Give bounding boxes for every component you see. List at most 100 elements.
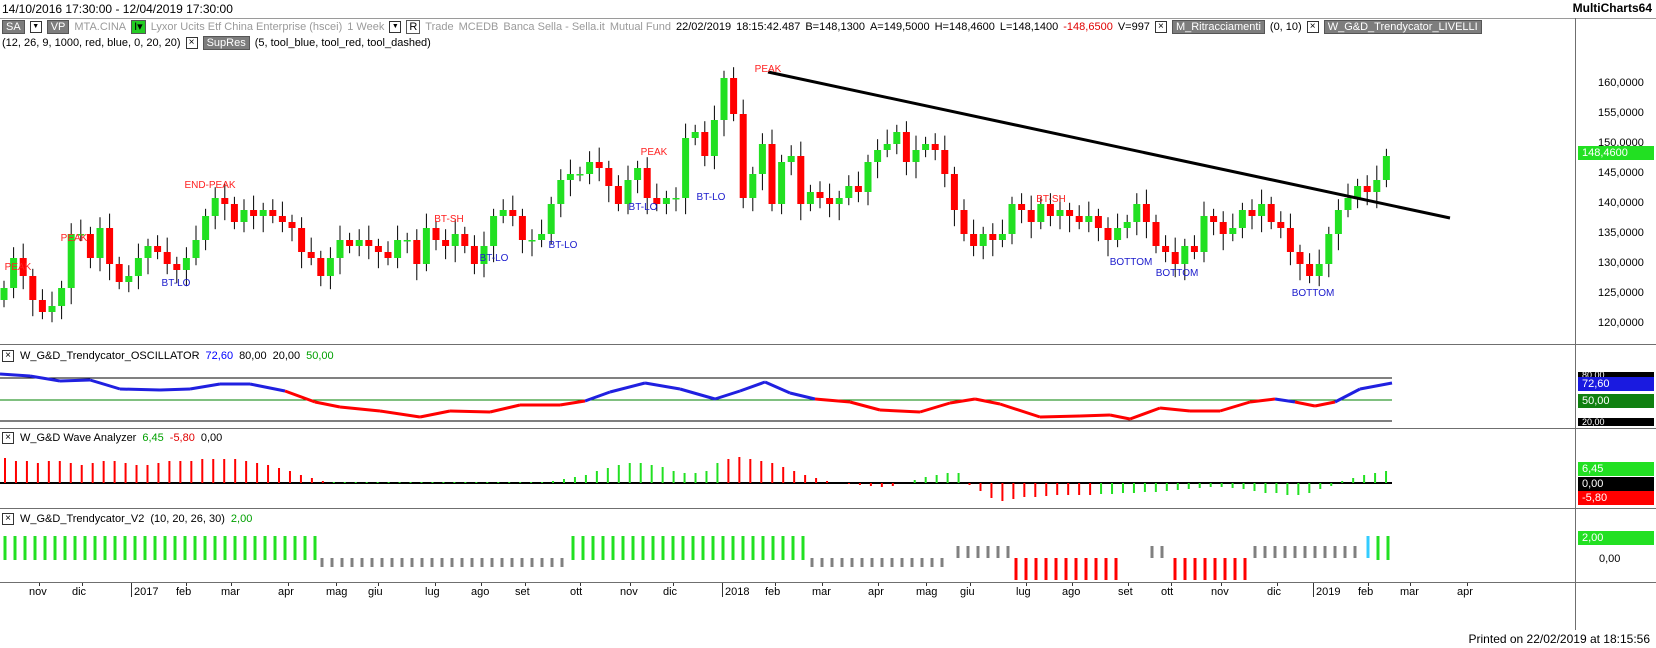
time-axis-label: dic xyxy=(663,586,678,598)
oscillator-segment xyxy=(379,409,421,419)
time-axis[interactable]: nov dic 2017 feb mar apr mag giu lug ago set ott nov… xyxy=(0,583,1575,599)
time-axis-label: giu xyxy=(368,586,383,598)
candle xyxy=(163,237,171,275)
high-value: H=148,4600 xyxy=(934,21,995,33)
wave-chart[interactable] xyxy=(0,429,1575,508)
candle xyxy=(1133,193,1141,236)
time-axis-label: set xyxy=(515,586,530,598)
sa-button[interactable]: SA xyxy=(2,20,25,34)
indicator-ritracciamenti[interactable]: M_Ritracciamenti xyxy=(1171,20,1265,34)
candle xyxy=(1334,199,1342,251)
candle xyxy=(662,190,670,215)
candle xyxy=(883,129,891,158)
indicator-livelli[interactable]: W_G&D_Trendycator_LIVELLI xyxy=(1323,20,1482,34)
candle xyxy=(605,160,613,203)
candle xyxy=(950,166,958,227)
time-axis-tick xyxy=(878,583,879,586)
candle xyxy=(365,225,373,260)
close-icon[interactable]: × xyxy=(2,513,14,525)
candle xyxy=(211,187,219,230)
annotation-label: PEAK xyxy=(5,262,32,273)
chevron-down-icon[interactable]: ▼ xyxy=(29,21,42,33)
candle xyxy=(182,247,190,287)
candle xyxy=(547,196,555,245)
candle xyxy=(1018,193,1026,224)
candle xyxy=(634,160,642,194)
close-icon[interactable]: × xyxy=(1306,21,1319,33)
close-icon[interactable]: × xyxy=(2,432,14,444)
osc-axis-top: 80,00 xyxy=(1578,372,1654,378)
time-axis-label: ago xyxy=(471,586,490,598)
trendycator-chart[interactable] xyxy=(0,509,1575,582)
pane-separator[interactable] xyxy=(0,428,1656,429)
oscillator-segment xyxy=(1159,406,1191,413)
oscillator-line xyxy=(0,372,1393,421)
annotation-label: END-PEAK xyxy=(184,180,235,191)
instrument-toggle[interactable]: I▾ xyxy=(131,20,146,34)
time-axis-label: nov xyxy=(29,586,47,598)
candle xyxy=(739,99,747,209)
pane-separator[interactable] xyxy=(0,508,1656,509)
candle xyxy=(1286,213,1294,266)
candle xyxy=(221,183,229,221)
close-icon[interactable]: × xyxy=(185,37,198,49)
price-chart[interactable]: PEAK PEAK BT-LO END-PEAK BT-SH BT-LO BT-LO PEAK… xyxy=(0,55,1575,344)
oscillator-segment xyxy=(1359,381,1393,391)
candle xyxy=(1046,193,1054,227)
time-axis-label: feb xyxy=(765,586,781,598)
r-button[interactable]: R xyxy=(406,20,421,34)
candle xyxy=(778,154,786,215)
price-axis[interactable]: 160,0000 155,0000 150,0000 145,0000 140,… xyxy=(1575,55,1656,344)
price-axis-border xyxy=(1575,18,1576,630)
time-axis-label: mag xyxy=(326,586,348,598)
annotation-label: BT-SH xyxy=(434,214,463,225)
candle xyxy=(1037,196,1045,230)
candle xyxy=(979,226,987,260)
candle xyxy=(1142,189,1150,239)
oscillator-chart[interactable] xyxy=(0,345,1575,428)
candle xyxy=(106,213,114,281)
indicator-supres[interactable]: SupRes xyxy=(202,36,250,50)
candle xyxy=(912,135,920,179)
annotation-label: BT-LO xyxy=(629,202,658,213)
time-axis-label: feb xyxy=(1358,586,1374,598)
oscillator-segment xyxy=(919,401,951,414)
oscillator-segment xyxy=(999,402,1041,419)
pane-separator[interactable] xyxy=(0,344,1656,345)
volume-value: V=997 xyxy=(1117,21,1150,33)
candle xyxy=(931,133,939,161)
candle xyxy=(845,175,853,206)
time-axis-border xyxy=(0,582,1656,583)
vp-button[interactable]: VP xyxy=(46,20,70,34)
candle xyxy=(230,196,238,230)
close-icon[interactable]: × xyxy=(1154,21,1167,33)
time-axis-tick xyxy=(435,583,436,586)
time-axis-label: mar xyxy=(812,586,831,598)
last-price-flag: 148,4600 xyxy=(1578,146,1654,160)
legend-row-1: SA ▼ VP MTA.CINA I▾ Lyxor Ucits Etf Chin… xyxy=(2,19,1482,35)
candle xyxy=(19,243,27,290)
close-icon[interactable]: × xyxy=(2,350,14,362)
wave-zero-flag: 0,00 xyxy=(1578,477,1654,491)
oscillator-segment xyxy=(739,380,766,393)
candle xyxy=(1315,249,1323,287)
time-axis-tick xyxy=(186,583,187,586)
candle xyxy=(1075,205,1083,230)
time-axis-tick xyxy=(1410,583,1411,586)
time-axis-tick xyxy=(336,583,337,586)
candle xyxy=(1296,244,1304,281)
time-axis-tick xyxy=(481,583,482,586)
candle xyxy=(403,232,411,254)
oscillator-segment xyxy=(849,400,881,412)
oscillator-legend: × W_G&D_Trendycator_OSCILLATOR 72,60 80,… xyxy=(2,349,334,363)
quote-time: 18:15:42.487 xyxy=(736,21,801,33)
oscillator-segment xyxy=(879,408,921,414)
time-axis-tick xyxy=(525,583,526,586)
oscillator-segment xyxy=(974,397,1001,406)
candle xyxy=(672,187,680,212)
price-tick: 140,0000 xyxy=(1598,197,1644,209)
trendline[interactable] xyxy=(767,70,1451,220)
interval-dropdown-icon[interactable]: ▼ xyxy=(389,21,402,33)
broker-label: Banca Sella - Sella.it xyxy=(503,21,605,33)
trendycator-value: 2,00 xyxy=(230,513,253,525)
